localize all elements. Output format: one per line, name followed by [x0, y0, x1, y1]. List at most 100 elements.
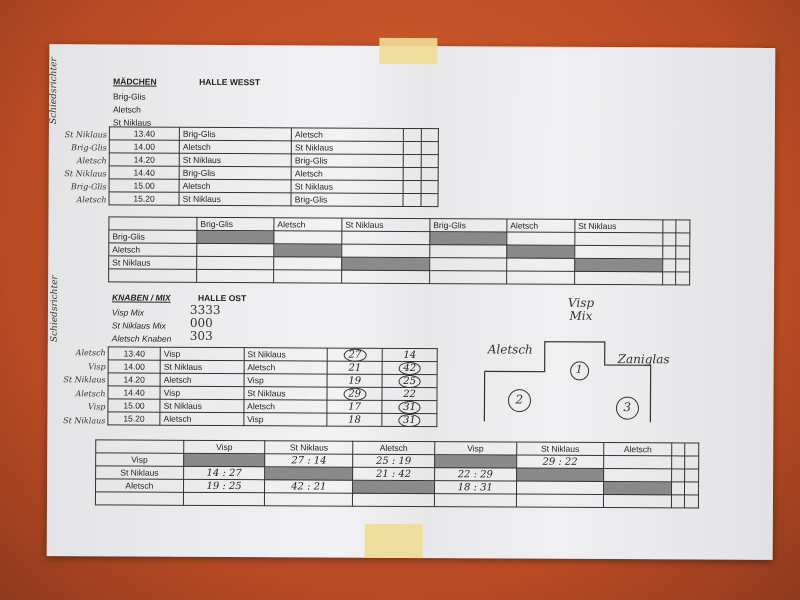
table-cell — [684, 494, 699, 509]
referee-name: Aletsch — [76, 156, 107, 166]
maedchen-title: MÄDCHEN — [113, 76, 157, 87]
matrix-cell — [675, 258, 690, 272]
home-team: Visp — [160, 347, 244, 361]
table-cell — [685, 442, 699, 457]
game-time: 14.20 — [109, 152, 180, 167]
game-time: 13.40 — [108, 346, 161, 361]
score: 42 — [398, 361, 422, 375]
matrix-cell — [196, 230, 274, 244]
matrix-cell — [516, 468, 604, 482]
away-team: Aletsch — [243, 360, 328, 375]
away-team: St Niklaus — [291, 140, 404, 155]
home-team: Aletsch — [160, 412, 244, 426]
matrix-cell — [603, 468, 672, 482]
knaben-team-notes: 3333 000 303 — [189, 303, 221, 343]
score-cell: 31 — [382, 400, 437, 414]
matrix-cell — [671, 481, 685, 495]
matrix-cell — [574, 245, 663, 259]
matrix-cell: 14 : 27 — [183, 466, 266, 480]
matrix-cell — [434, 454, 517, 469]
score: 18 — [348, 414, 361, 426]
matrix-cell — [506, 245, 575, 259]
knaben-hall: HALLE OST — [197, 292, 247, 304]
podium-drawing — [483, 341, 652, 423]
score-cell — [403, 128, 422, 142]
table-cell — [95, 491, 184, 506]
table-cell — [108, 268, 197, 283]
score-cell — [403, 154, 421, 168]
score: 31 — [398, 413, 421, 427]
table-cell — [671, 494, 685, 508]
table-cell — [671, 442, 686, 456]
column-header: Brig-Glis — [196, 217, 274, 231]
referee-name: St Niklaus — [64, 130, 107, 140]
matrix-cell — [273, 230, 342, 245]
matrix-cell: 21 : 42 — [352, 467, 435, 481]
home-team: Visp — [160, 386, 244, 400]
matrix-cell — [671, 455, 686, 469]
podium-second: Aletsch — [487, 342, 533, 357]
row-header: Visp — [95, 452, 184, 467]
referee-name: Aletsch — [76, 195, 107, 205]
score-cell: 42 — [382, 361, 438, 375]
matrix-cell: 27 : 14 — [265, 453, 353, 468]
matrix-cell — [676, 245, 690, 259]
table-row — [95, 491, 699, 509]
column-header: Visp — [183, 440, 266, 454]
knaben-title: KNABEN / MIX — [111, 292, 171, 303]
table-cell — [603, 494, 672, 508]
matrix-cell — [671, 468, 686, 482]
home-team: Brig-Glis — [179, 127, 292, 141]
matrix-cell — [662, 245, 677, 259]
referee-name: Brig-Glis — [70, 182, 107, 192]
table-cell — [183, 492, 265, 506]
matrix-cell: 22 : 29 — [434, 467, 517, 482]
row-header: Aletsch — [95, 478, 184, 493]
away-team: St Niklaus — [243, 347, 328, 362]
matrix-cell — [574, 232, 663, 246]
referee-name: St Niklaus — [63, 415, 106, 425]
matrix-cell — [183, 453, 266, 467]
matrix-cell — [429, 231, 507, 246]
matrix-cell: 25 : 19 — [352, 454, 435, 468]
away-team: St Niklaus — [243, 386, 328, 401]
score-cell — [420, 193, 439, 207]
score-cell: 25 — [382, 374, 438, 388]
table-cell — [574, 271, 663, 285]
matrix-cell — [685, 455, 699, 470]
away-team: Aletsch — [291, 166, 404, 181]
matrix-cell — [273, 243, 342, 258]
matrix-cell: 29 : 22 — [516, 455, 604, 469]
score: 14 — [403, 349, 417, 361]
matrix-cell — [603, 455, 672, 469]
table-cell — [662, 271, 676, 285]
score: 22 — [403, 388, 416, 400]
score-cell: 31 — [381, 413, 437, 427]
score-cell — [403, 141, 421, 155]
table-cell — [273, 269, 342, 284]
home-team: Aletsch — [179, 179, 292, 193]
team-note: 303 — [189, 328, 213, 343]
referee-name: Brig-Glis — [71, 143, 107, 153]
table-row: 15.20 Aletsch Visp 18 31 — [107, 411, 437, 427]
score-cell: 17 — [327, 400, 383, 414]
score: 17 — [348, 401, 362, 413]
matrix-cell — [429, 244, 507, 258]
score-cell: 29 — [327, 387, 383, 401]
matrix-cell — [341, 244, 430, 258]
team-name: Aletsch Knaben — [111, 333, 172, 344]
matrix-cell — [662, 258, 677, 272]
game-time: 14.40 — [109, 165, 180, 180]
column-header: St Niklaus — [516, 442, 605, 456]
team-name: Aletsch — [112, 104, 141, 115]
rank-2-circle — [507, 389, 531, 413]
podium-rank-1: 1 — [575, 362, 583, 376]
score-cell — [420, 167, 439, 181]
tape-top — [379, 37, 438, 65]
score-cell — [420, 141, 439, 155]
game-time: 15.20 — [107, 411, 161, 426]
score-cell — [403, 167, 421, 181]
table-cell — [662, 219, 677, 233]
row-header: St Niklaus — [108, 255, 197, 270]
table-cell — [675, 271, 690, 285]
